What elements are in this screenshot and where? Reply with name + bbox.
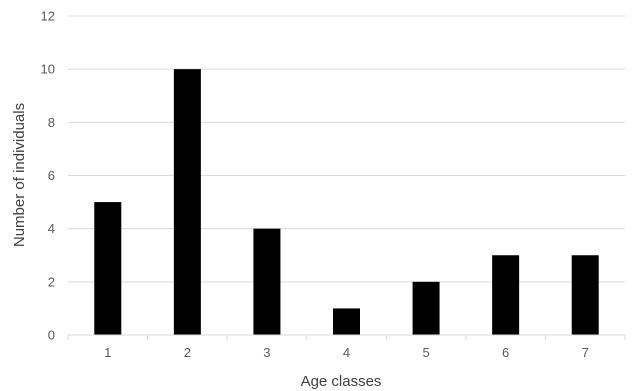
bars <box>94 69 599 336</box>
y-tick-label-4: 4 <box>48 221 55 236</box>
x-tick-label-7: 7 <box>582 345 589 360</box>
x-tick-label-1: 1 <box>104 345 111 360</box>
gridlines <box>68 15 625 283</box>
y-axis-title: Number of individuals <box>11 103 28 247</box>
bar-5 <box>412 281 440 335</box>
bar-3 <box>253 228 281 335</box>
x-tick-label-2: 2 <box>184 345 191 360</box>
x-axis-title: Age classes <box>301 373 382 390</box>
y-axis: 0 2 4 6 8 10 12 <box>41 9 55 343</box>
x-tick-label-3: 3 <box>263 345 270 360</box>
bar-2 <box>173 69 201 336</box>
y-tick-label-2: 2 <box>48 274 55 289</box>
x-tick-label-4: 4 <box>343 345 350 360</box>
y-tick-label-12: 12 <box>41 9 55 24</box>
bar-4 <box>333 308 360 335</box>
bar-1 <box>94 202 122 335</box>
x-tick-label-6: 6 <box>502 345 509 360</box>
y-tick-label-10: 10 <box>41 62 55 77</box>
bar-6 <box>492 255 520 335</box>
bar-7 <box>571 255 599 335</box>
y-tick-label-0: 0 <box>48 328 55 343</box>
x-axis: 1 2 3 4 5 6 7 <box>67 334 626 360</box>
y-tick-label-8: 8 <box>48 115 55 130</box>
x-tick-label-5: 5 <box>422 345 429 360</box>
y-tick-label-6: 6 <box>48 168 55 183</box>
